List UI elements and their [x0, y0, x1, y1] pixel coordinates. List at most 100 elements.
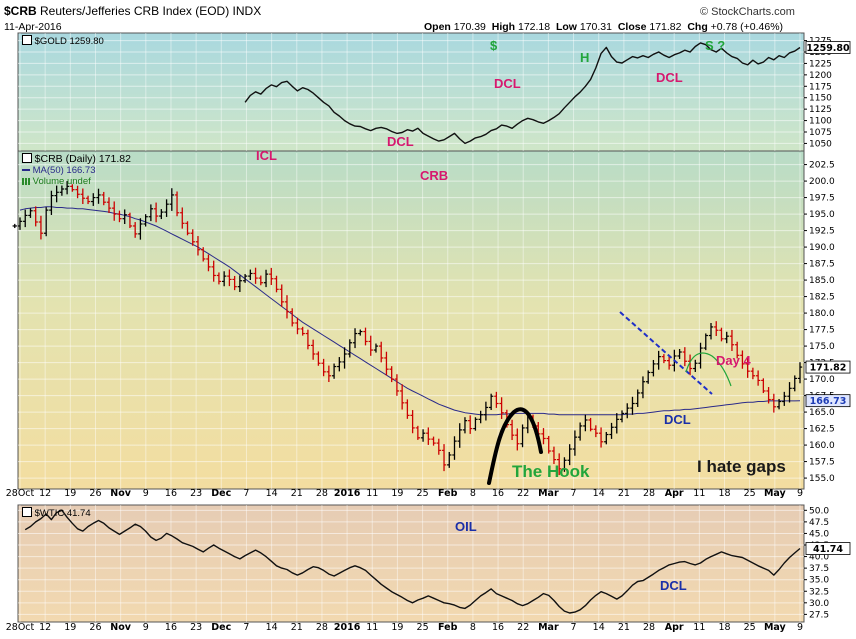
low-label: Low	[555, 21, 577, 33]
gold-s-label: $	[490, 38, 498, 53]
ohlc-bar	[326, 365, 332, 383]
x-tick-label: Apr	[665, 488, 684, 499]
x-tick-label: 21	[618, 488, 630, 499]
y-tick-label: 195.0	[809, 210, 835, 220]
ohlc-bar	[263, 269, 269, 288]
x-tick-label: 16	[492, 488, 504, 499]
ohlc-bar	[426, 427, 431, 445]
ohlc-bar	[797, 362, 803, 384]
ohlc-bar	[43, 207, 49, 237]
hook-label: The Hook	[512, 462, 590, 481]
x-tick-label: 14	[593, 488, 605, 499]
y-axes: 1050107511001125115011751200122512501275…	[804, 37, 835, 620]
ohlc-bar	[734, 341, 740, 359]
x-tick-label: 18	[718, 622, 730, 633]
x-tick-label: 28	[643, 622, 655, 633]
x-tick-label: 11	[693, 488, 705, 499]
ohlc-bar	[640, 376, 646, 399]
ohlc-bar	[541, 428, 546, 445]
ohlc-bar	[714, 321, 719, 337]
x-tick-label: Mar	[538, 488, 559, 499]
open-label: Open	[424, 21, 451, 33]
ohlc-bar	[776, 398, 782, 410]
ohlc-bar	[473, 417, 478, 431]
svg-text:171.82: 171.82	[810, 363, 847, 374]
ohlc-bar	[321, 358, 326, 377]
ohlc-bar	[619, 410, 625, 423]
low-value: 170.31	[579, 21, 612, 33]
y-tick-label: 40.0	[809, 553, 829, 563]
x-tick-label: 28Oct	[6, 622, 35, 633]
gaps-label: I hate gaps	[697, 457, 786, 476]
x-tick-label: 9	[143, 622, 149, 633]
x-tick-label: Feb	[438, 622, 458, 633]
ohlc-bar	[405, 399, 410, 419]
symbol: $CRB	[4, 4, 37, 18]
x-tick-label: Apr	[665, 622, 684, 633]
x-tick-label: 22	[517, 622, 529, 633]
ohlc-bar	[279, 284, 284, 307]
ohlc-bar	[59, 185, 65, 196]
ohlc-bar	[724, 331, 729, 344]
x-tick-label: 14	[593, 622, 605, 633]
ohlc-bar	[91, 193, 96, 206]
ohlc-bar	[488, 393, 494, 411]
y-tick-label: 1075	[809, 128, 832, 138]
ohlc-bar	[468, 415, 473, 434]
x-tick-label: 16	[492, 622, 504, 633]
ohlc-bar	[447, 451, 452, 468]
value-tags: 1259.80 171.82 166.73 41.74	[805, 41, 851, 555]
x-tick-label: 23	[190, 488, 202, 499]
close-value: 171.82	[649, 21, 682, 33]
gold-last-value-tag: 1259.80	[805, 41, 851, 54]
ohlc-bar	[195, 236, 201, 256]
y-tick-label: 165.0	[809, 408, 835, 418]
x-tick-label: 23	[190, 622, 202, 633]
x-tick-label: 14	[266, 622, 278, 633]
ohlc-bar	[310, 339, 316, 360]
ohlc-bar	[598, 427, 604, 448]
ohlc-bar	[656, 350, 661, 370]
ohlc-bar	[373, 343, 379, 353]
title-rest: Reuters/Jefferies CRB Index (EOD) INDX	[40, 4, 262, 18]
ohlc-bar	[379, 341, 384, 363]
gold-icl-label: ICL	[256, 148, 277, 163]
ohlc-bar	[316, 351, 321, 366]
grid-lines	[18, 33, 804, 622]
ohlc-bar	[787, 382, 792, 403]
ohlc-bar	[227, 269, 232, 287]
y-tick-label: 45.0	[809, 529, 829, 539]
ohlc-bar	[368, 335, 373, 356]
x-tick-label: 7	[571, 622, 577, 633]
ohlc-bar	[651, 359, 656, 377]
x-tick-label: 25	[744, 622, 756, 633]
x-tick-label: 11	[693, 622, 705, 633]
y-tick-label: 155.0	[809, 474, 835, 484]
x-tick-label: 25	[417, 488, 429, 499]
y-tick-label: 27.5	[809, 610, 829, 620]
ohlc-bar	[782, 391, 787, 406]
y-tick-label: 1150	[809, 94, 832, 104]
ohlc-bar	[363, 327, 368, 346]
ohlc-bar	[190, 229, 195, 246]
gold-legend: $GOLD 1259.80	[22, 35, 104, 47]
x-axes: 28Oct 28Oct 12 12 19 19 26 26 Nov Nov 9 9 16 16 23 23 De…	[6, 488, 803, 633]
x-tick-label: 16	[165, 622, 177, 633]
volume-legend: Volume undef	[22, 176, 91, 187]
ohlc-bar	[17, 217, 23, 230]
ohlc-bar	[577, 422, 583, 441]
ohlc-bar	[719, 327, 724, 342]
y-tick-label: 170.0	[809, 375, 835, 385]
ohlc-bar	[708, 323, 714, 340]
svg-text:1259.80: 1259.80	[806, 43, 850, 54]
ohlc-bar	[342, 347, 347, 369]
x-tick-label: 19	[391, 488, 403, 499]
hook-curve	[487, 407, 543, 485]
x-tick-label: 12	[39, 488, 51, 499]
x-tick-label: 2016	[334, 488, 361, 499]
ohlc-bar	[274, 275, 279, 293]
ohlc-bar	[112, 201, 117, 221]
x-tick-label: 21	[291, 622, 303, 633]
gold-s-question-label: S ?	[705, 38, 726, 53]
